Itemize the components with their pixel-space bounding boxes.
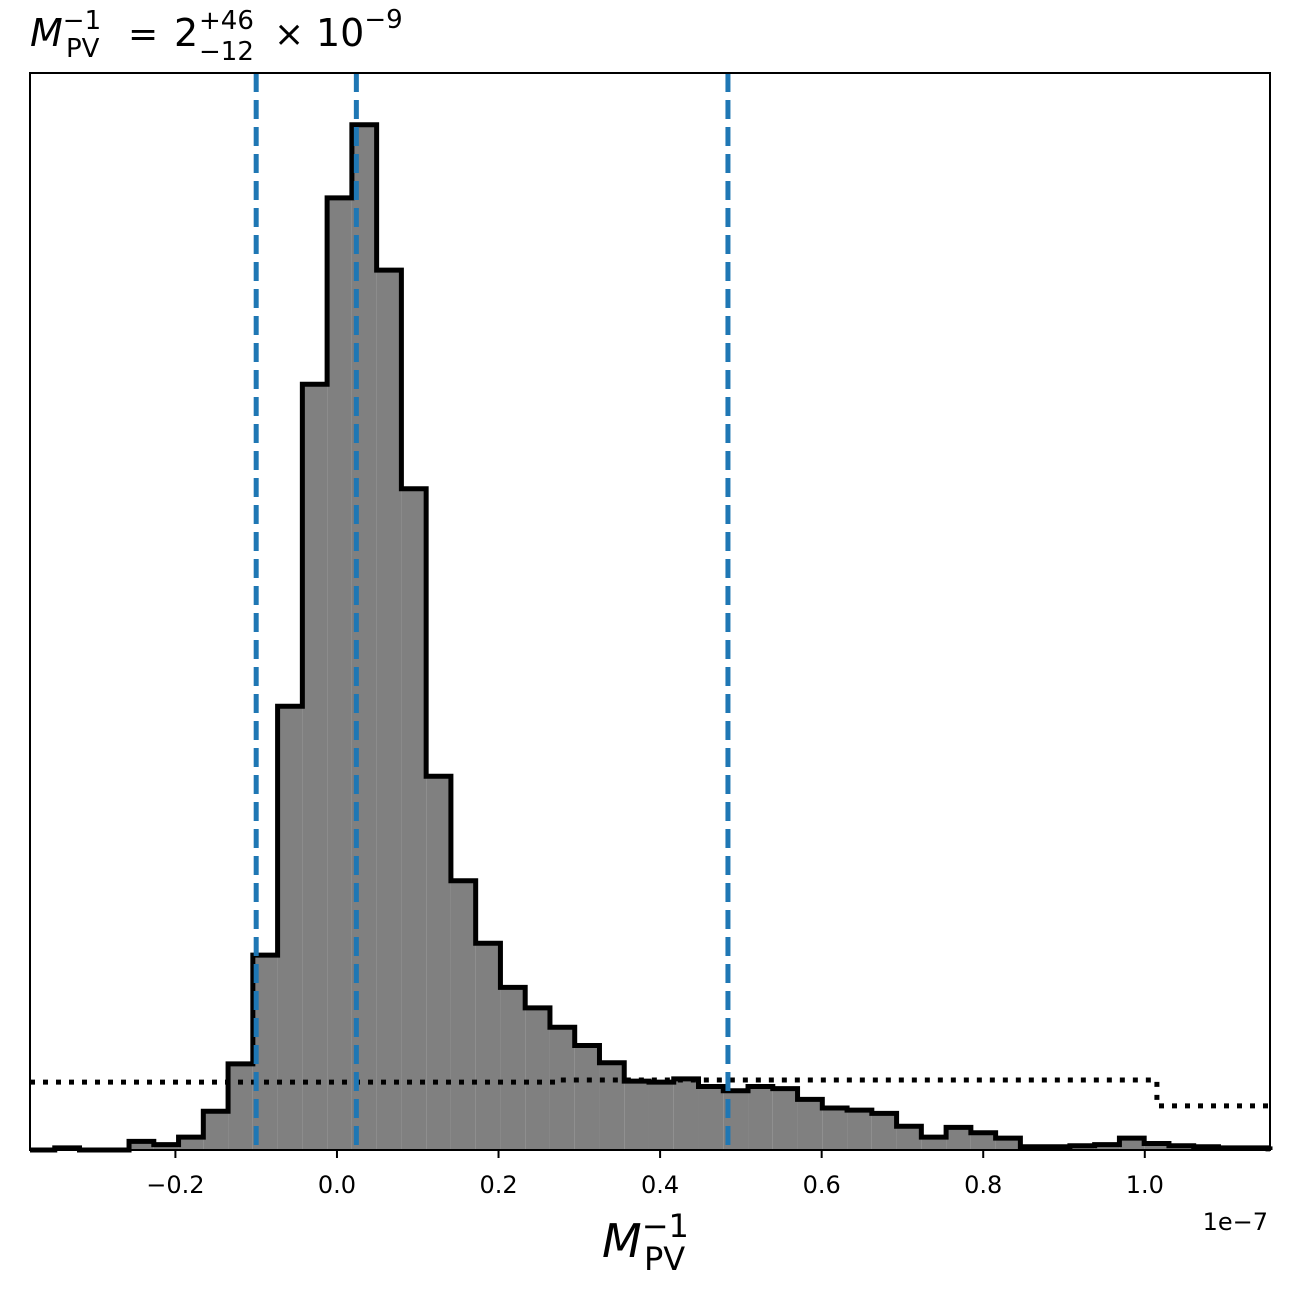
histogram-bar [574, 1045, 600, 1150]
title-power-exp: −9 [364, 5, 402, 35]
x-tick-label: 0.2 [479, 1171, 517, 1199]
histogram-bar [896, 1126, 922, 1150]
histogram-bar [178, 1137, 204, 1150]
histogram-bar [277, 706, 303, 1150]
histogram-bar [847, 1110, 872, 1150]
histogram-bar [203, 1111, 229, 1150]
chart-title: M−1 PV = 2+46 −12 × 10−9 [30, 5, 403, 67]
x-tick-label: 0.8 [964, 1171, 1002, 1199]
histogram-bar [624, 1081, 649, 1150]
histogram-bar [153, 1144, 179, 1150]
histogram-bar [871, 1113, 897, 1150]
histogram-bar [995, 1138, 1021, 1150]
x-tick-label: 0.0 [318, 1171, 356, 1199]
prior-lines [30, 1077, 1270, 1109]
x-axis-ticks: −0.2 0.0 0.2 0.4 0.6 0.8 1.0 [146, 1150, 1164, 1199]
histogram-bar [946, 1127, 971, 1150]
title-value: 2 [174, 11, 198, 55]
xlabel-sup: −1 [642, 1207, 689, 1245]
histogram-bar [1119, 1138, 1145, 1150]
x-tick-label: 1.0 [1126, 1171, 1164, 1199]
histogram-bar [748, 1086, 773, 1150]
title-power-base: 10 [316, 11, 364, 55]
histogram-bar [426, 776, 451, 1150]
xlabel-sub: PV [644, 1240, 685, 1278]
histogram-bar [549, 1027, 575, 1150]
plot-frame [29, 72, 1271, 1151]
histogram-bar [698, 1086, 724, 1150]
x-axis-label: M−1 PV [602, 1207, 689, 1278]
histogram-bar [228, 1063, 253, 1150]
plot-area [30, 73, 1270, 1150]
histogram-bar [673, 1078, 699, 1150]
title-equals: = [128, 14, 158, 55]
xlabel-base: M [602, 1214, 642, 1268]
histogram-bar [129, 1141, 154, 1150]
x-offset-label: 1e−7 [1203, 1208, 1268, 1236]
quantile-lines [253, 73, 731, 1150]
title-lhs-sub: PV [66, 34, 100, 64]
histogram-bar [500, 987, 526, 1150]
histogram-bar [302, 384, 328, 1150]
histogram-bar [648, 1082, 674, 1150]
title-lhs-base: M [30, 11, 63, 55]
histogram-bar [525, 1007, 550, 1150]
histogram-bar [921, 1137, 947, 1150]
histogram-bar [475, 943, 501, 1150]
histogram-bar [772, 1088, 798, 1150]
histogram-outline [30, 122, 1273, 1153]
x-tick-label: 0.6 [803, 1171, 841, 1199]
histogram-bars [54, 124, 1270, 1150]
histogram-bar [376, 270, 402, 1150]
histogram-bar [822, 1107, 848, 1150]
title-minus: −12 [199, 37, 254, 67]
title-lhs-sup: −1 [63, 6, 101, 36]
title-times: × [274, 14, 304, 55]
histogram-bar [401, 488, 427, 1150]
histogram-bar [797, 1099, 823, 1150]
x-tick-label: −0.2 [146, 1171, 204, 1199]
histogram-bar [450, 880, 476, 1150]
title-plus: +46 [199, 6, 254, 36]
prior-step-line [30, 1077, 1270, 1109]
histogram-bar [1094, 1144, 1120, 1150]
histogram-bar [599, 1062, 625, 1150]
histogram-bar [970, 1132, 996, 1150]
x-tick-label: 0.4 [641, 1171, 679, 1199]
histogram-bar [1144, 1143, 1169, 1150]
histogram-bar [327, 197, 352, 1150]
